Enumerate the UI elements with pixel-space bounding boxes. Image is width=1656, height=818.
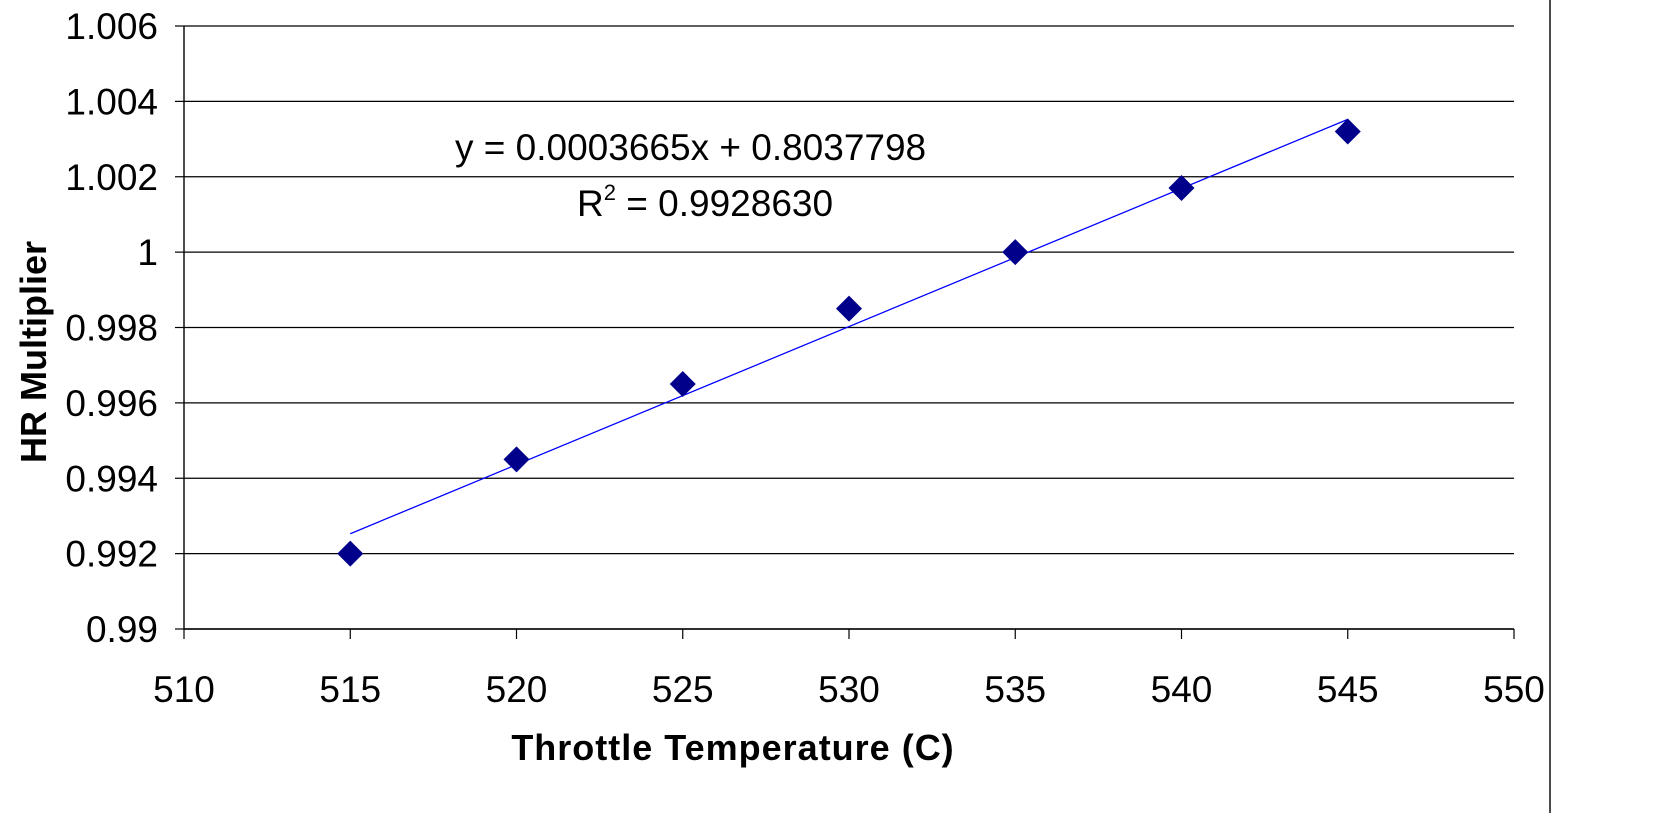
- r-squared-value: = 0.9928630: [616, 183, 833, 224]
- y-tick-label: 0.994: [65, 458, 158, 499]
- data-point: [836, 295, 862, 322]
- x-tick-label: 550: [1483, 669, 1545, 710]
- x-axis-title: Throttle Temperature (C): [511, 727, 954, 768]
- y-tick-label: 1.004: [65, 81, 158, 122]
- x-tick-label: 510: [153, 669, 215, 710]
- x-tick-label: 540: [1151, 669, 1213, 710]
- y-tick-label: 0.998: [65, 308, 158, 349]
- x-tick-label: 530: [818, 669, 880, 710]
- x-tick-label: 545: [1317, 669, 1379, 710]
- data-points: [337, 118, 1361, 567]
- y-tick-label: 1.002: [65, 157, 158, 198]
- r-squared-annotation: R2 = 0.9928630: [577, 180, 833, 224]
- gridlines: [184, 25, 1514, 630]
- linear-trendline: [350, 118, 1348, 535]
- data-point: [1168, 175, 1195, 202]
- r-squared-superscript: 2: [604, 180, 616, 205]
- trendline-equation: y = 0.0003665x + 0.8037798: [455, 127, 926, 168]
- ticks: [175, 25, 1515, 639]
- x-tick-label: 525: [652, 669, 714, 710]
- data-point: [503, 446, 530, 473]
- data-point: [1334, 118, 1361, 145]
- data-point: [337, 540, 364, 567]
- y-axis-title: HR Multiplier: [13, 241, 54, 463]
- r-squared-prefix: R: [577, 183, 604, 224]
- y-tick-label: 0.996: [65, 383, 158, 424]
- data-point: [669, 371, 696, 398]
- tick-labels: 0.99 0.992 0.994 0.996 0.998 1 1.002 1.004 1.006…: [65, 6, 1544, 710]
- data-point: [1002, 239, 1029, 266]
- x-tick-label: 520: [486, 669, 548, 710]
- x-tick-label: 515: [319, 669, 381, 710]
- y-tick-label: 1.006: [65, 6, 158, 47]
- y-tick-label: 0.992: [65, 534, 158, 575]
- y-tick-label: 1: [137, 232, 158, 273]
- x-tick-label: 535: [984, 669, 1046, 710]
- trendline-group: [350, 118, 1348, 535]
- y-tick-label: 0.99: [86, 609, 158, 650]
